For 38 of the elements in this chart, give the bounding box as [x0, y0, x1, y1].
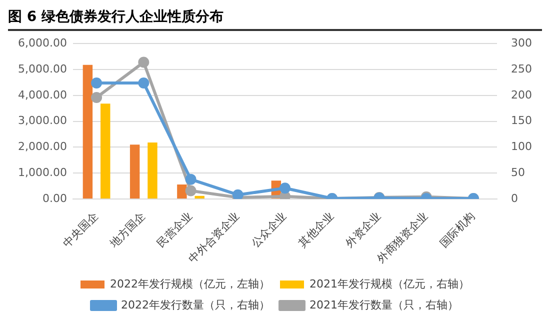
legend-label: 2022年发行数量（只，右轴） [121, 298, 270, 312]
point [91, 92, 102, 103]
bar [148, 142, 158, 198]
y2-tick-label: 0 [511, 192, 518, 205]
y2-tick-label: 200 [511, 88, 532, 102]
x-tick-label: 外资企业 [343, 210, 384, 250]
legend-label: 2022年发行规模（亿元，左轴） [110, 277, 270, 290]
point [138, 77, 150, 88]
bar [177, 184, 187, 198]
y2-tick-label: 300 [511, 36, 532, 50]
x-tick-label: 地方国企 [106, 210, 148, 251]
y-tick-label: 6,000.00 [18, 36, 67, 50]
y2-tick-label: 50 [511, 166, 526, 179]
x-tick-label: 其他企业 [296, 210, 336, 250]
point [232, 189, 244, 199]
x-tick-label: 中央国企 [60, 210, 101, 250]
bar [82, 64, 93, 198]
legend-label: 2021年发行规模（亿元，右轴） [310, 277, 470, 290]
y-tick-label: 3,000.00 [18, 114, 67, 128]
legend-label: 2021年发行数量（只，右轴） [310, 298, 458, 312]
point [91, 77, 102, 88]
bar [100, 104, 110, 198]
y-tick-label: 1,000.00 [18, 166, 67, 179]
x-tick-label: 国际机构 [437, 210, 478, 250]
y2-tick-label: 250 [511, 62, 532, 76]
y-tick-label: 4,000.00 [18, 88, 67, 102]
y-tick-label: 5,000.00 [18, 62, 67, 76]
bar [130, 144, 140, 198]
point [138, 56, 150, 68]
y2-tick-label: 100 [511, 140, 532, 154]
x-tick-label: 公众企业 [248, 210, 290, 250]
y-tick-label: 2,000.00 [18, 140, 67, 154]
y-tick-label: 0.00 [42, 192, 67, 205]
chart-title: 图 6 绿色债券发行人企业性质分布 [8, 8, 542, 31]
bar [194, 196, 204, 198]
y2-tick-label: 150 [511, 114, 532, 128]
point [279, 190, 290, 199]
x-tick-label: 民营企业 [154, 210, 195, 250]
